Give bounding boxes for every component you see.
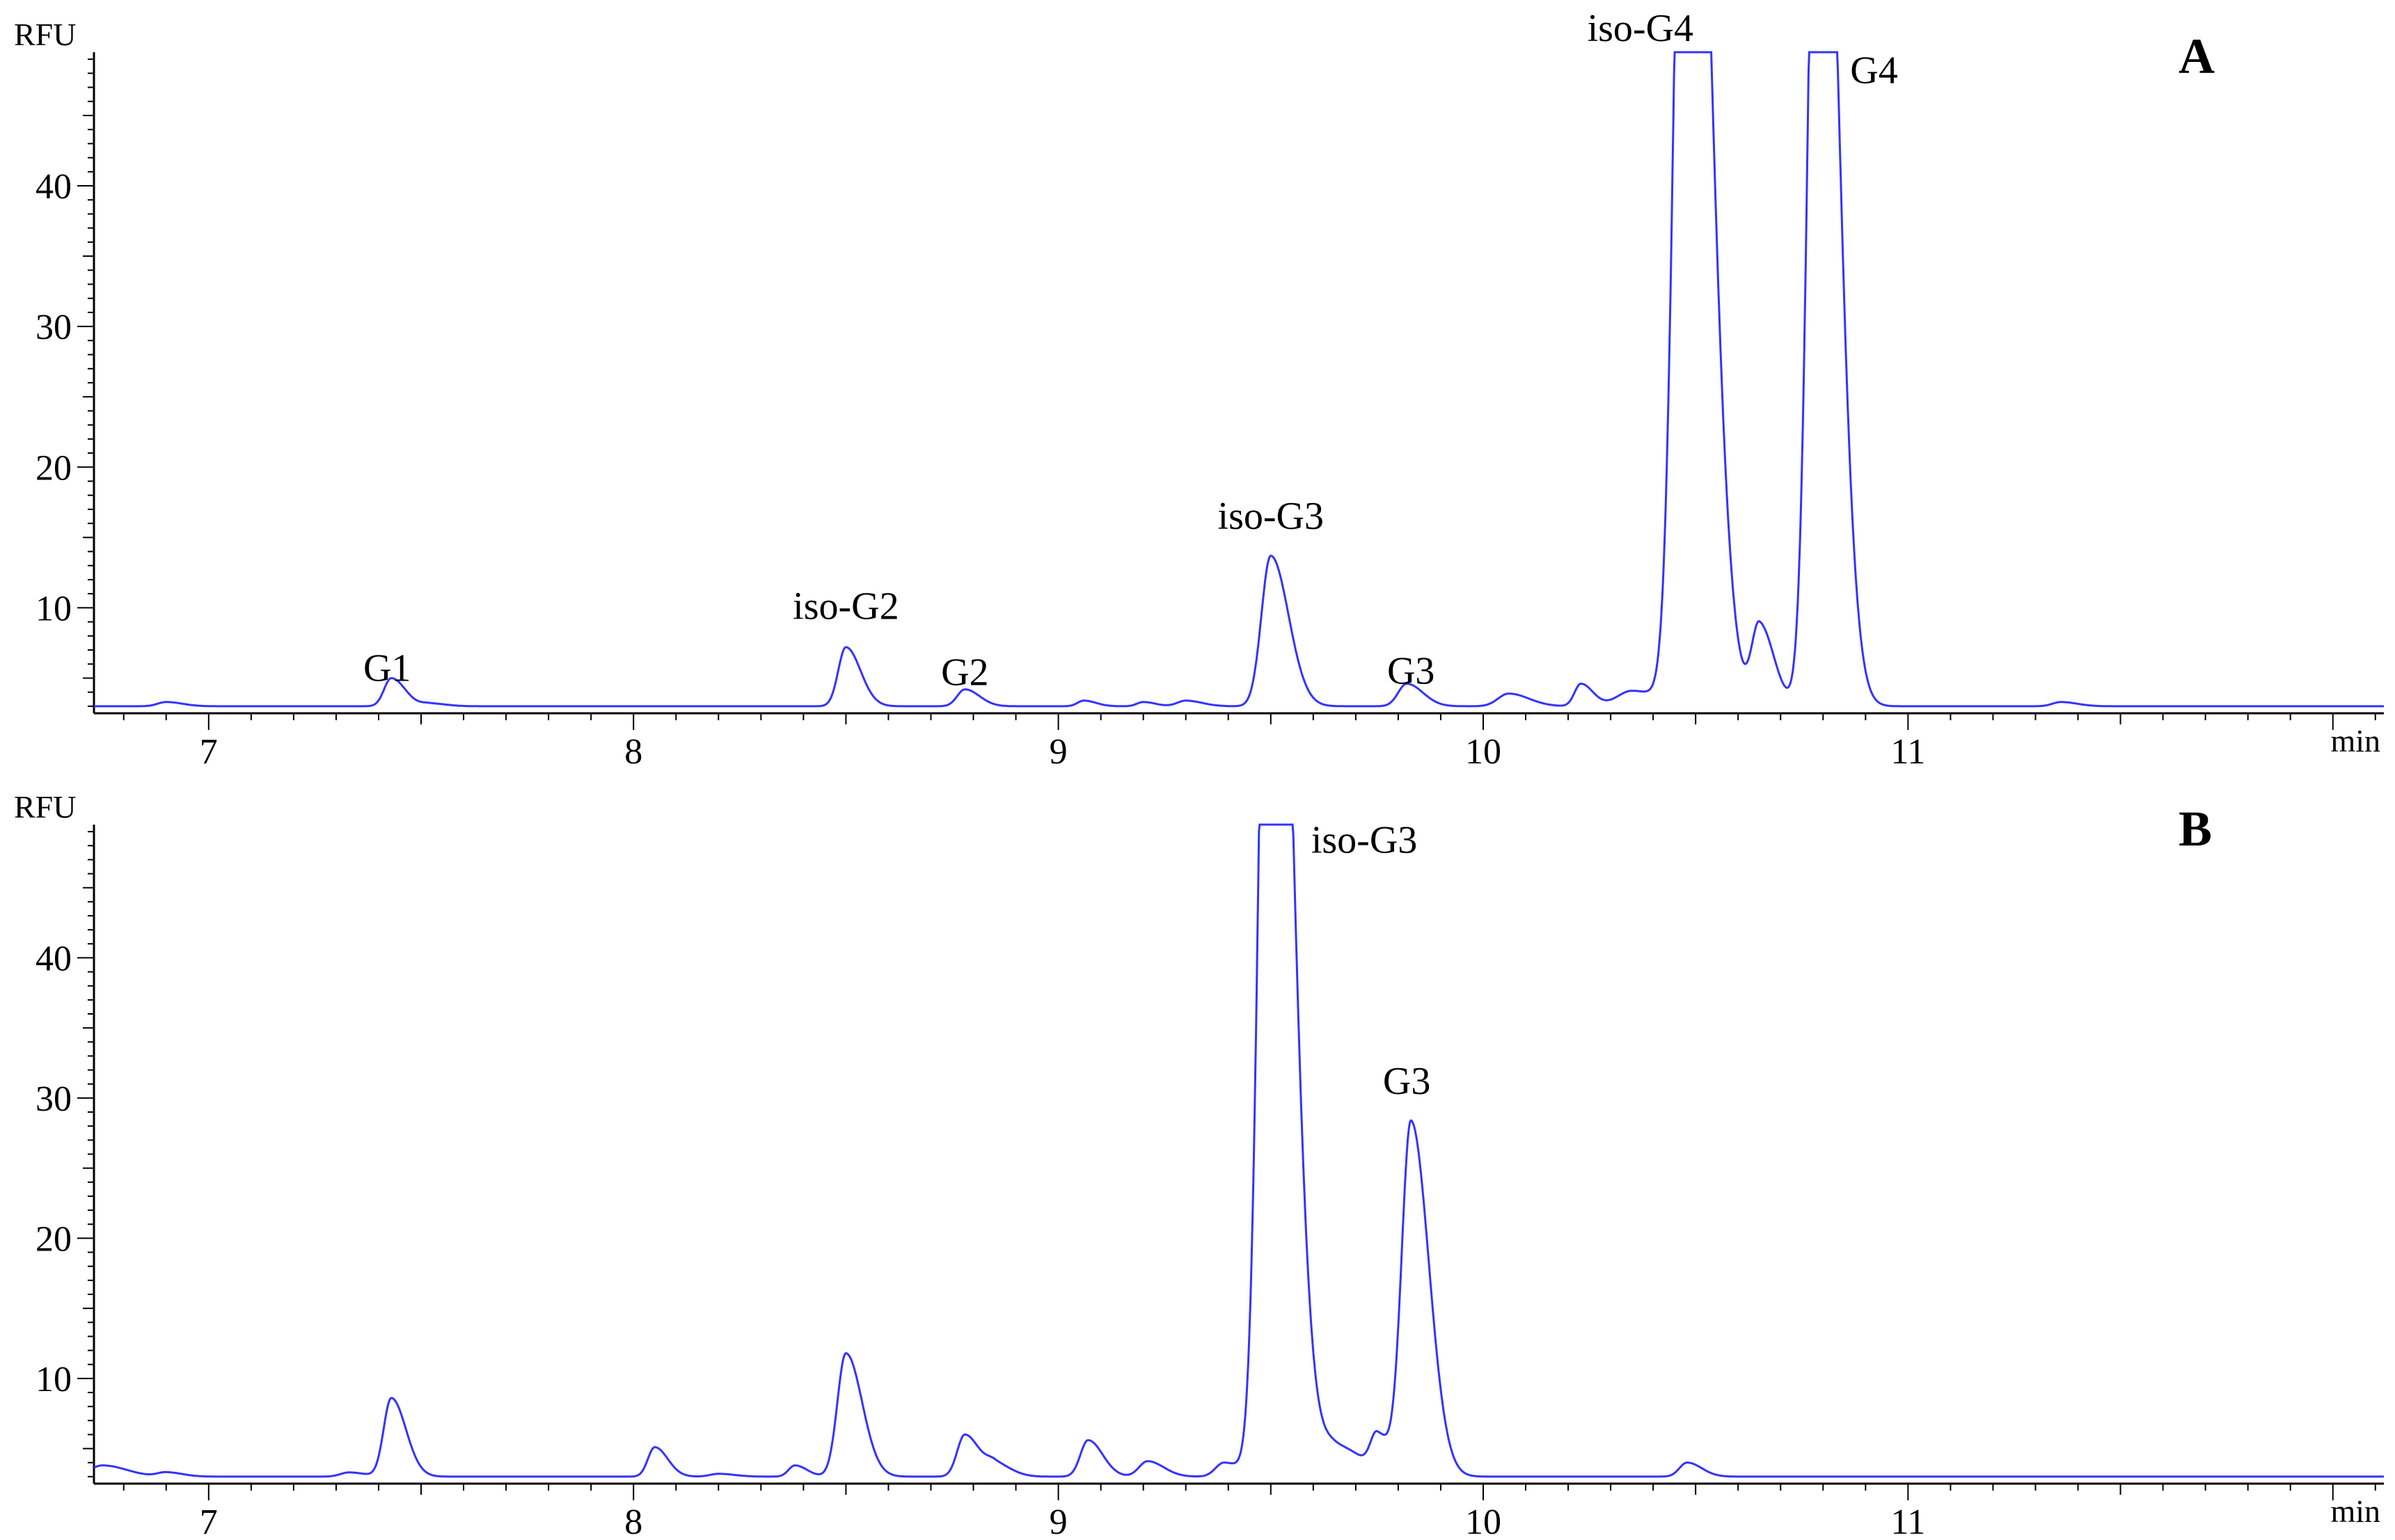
y-tick-label: 20	[35, 1219, 72, 1259]
y-axis-unit: RFU	[14, 789, 76, 825]
y-axis-unit: RFU	[14, 17, 76, 52]
chromatogram-trace	[94, 51, 2384, 708]
panel-letter: A	[2179, 29, 2215, 84]
y-tick-label: 40	[35, 939, 72, 978]
y-tick-label: 40	[35, 167, 72, 207]
peak-label: G2	[941, 651, 988, 694]
peak-label: iso-G3	[1218, 495, 1324, 538]
x-tick-label: 11	[1890, 1502, 1925, 1537]
x-tick-label: 7	[200, 732, 218, 772]
x-axis-unit: min	[2330, 723, 2380, 759]
x-tick-label: 8	[624, 732, 642, 772]
x-tick-label: 10	[1465, 1502, 1501, 1537]
panel-letter: B	[2179, 801, 2212, 857]
x-tick-label: 11	[1890, 732, 1925, 772]
x-tick-label: 7	[200, 1502, 218, 1537]
peak-label: G4	[1850, 49, 1897, 92]
x-tick-label: 8	[624, 1502, 642, 1537]
x-tick-label: 10	[1465, 732, 1501, 772]
y-tick-label: 30	[35, 1079, 72, 1119]
peak-label: G3	[1383, 1060, 1430, 1103]
x-tick-label: 9	[1050, 732, 1068, 772]
x-tick-label: 9	[1050, 1502, 1068, 1537]
x-axis-unit: min	[2330, 1493, 2380, 1529]
peak-label: G1	[363, 647, 411, 690]
peak-label: iso-G4	[1588, 7, 1693, 50]
panel-a: 10 20 30 40 7 8 9 10 11 RFU min A G1 iso-G2 G2 iso-G3 G3…	[14, 7, 2384, 772]
peak-label: G3	[1387, 650, 1434, 693]
chromatogram-trace	[93, 823, 2384, 1478]
y-tick-label: 10	[35, 1360, 72, 1399]
y-tick-label: 20	[35, 448, 72, 488]
peak-label: iso-G3	[1311, 818, 1417, 862]
y-tick-label: 10	[35, 589, 72, 628]
peak-label: iso-G2	[793, 585, 899, 628]
y-tick-label: 30	[35, 308, 72, 347]
